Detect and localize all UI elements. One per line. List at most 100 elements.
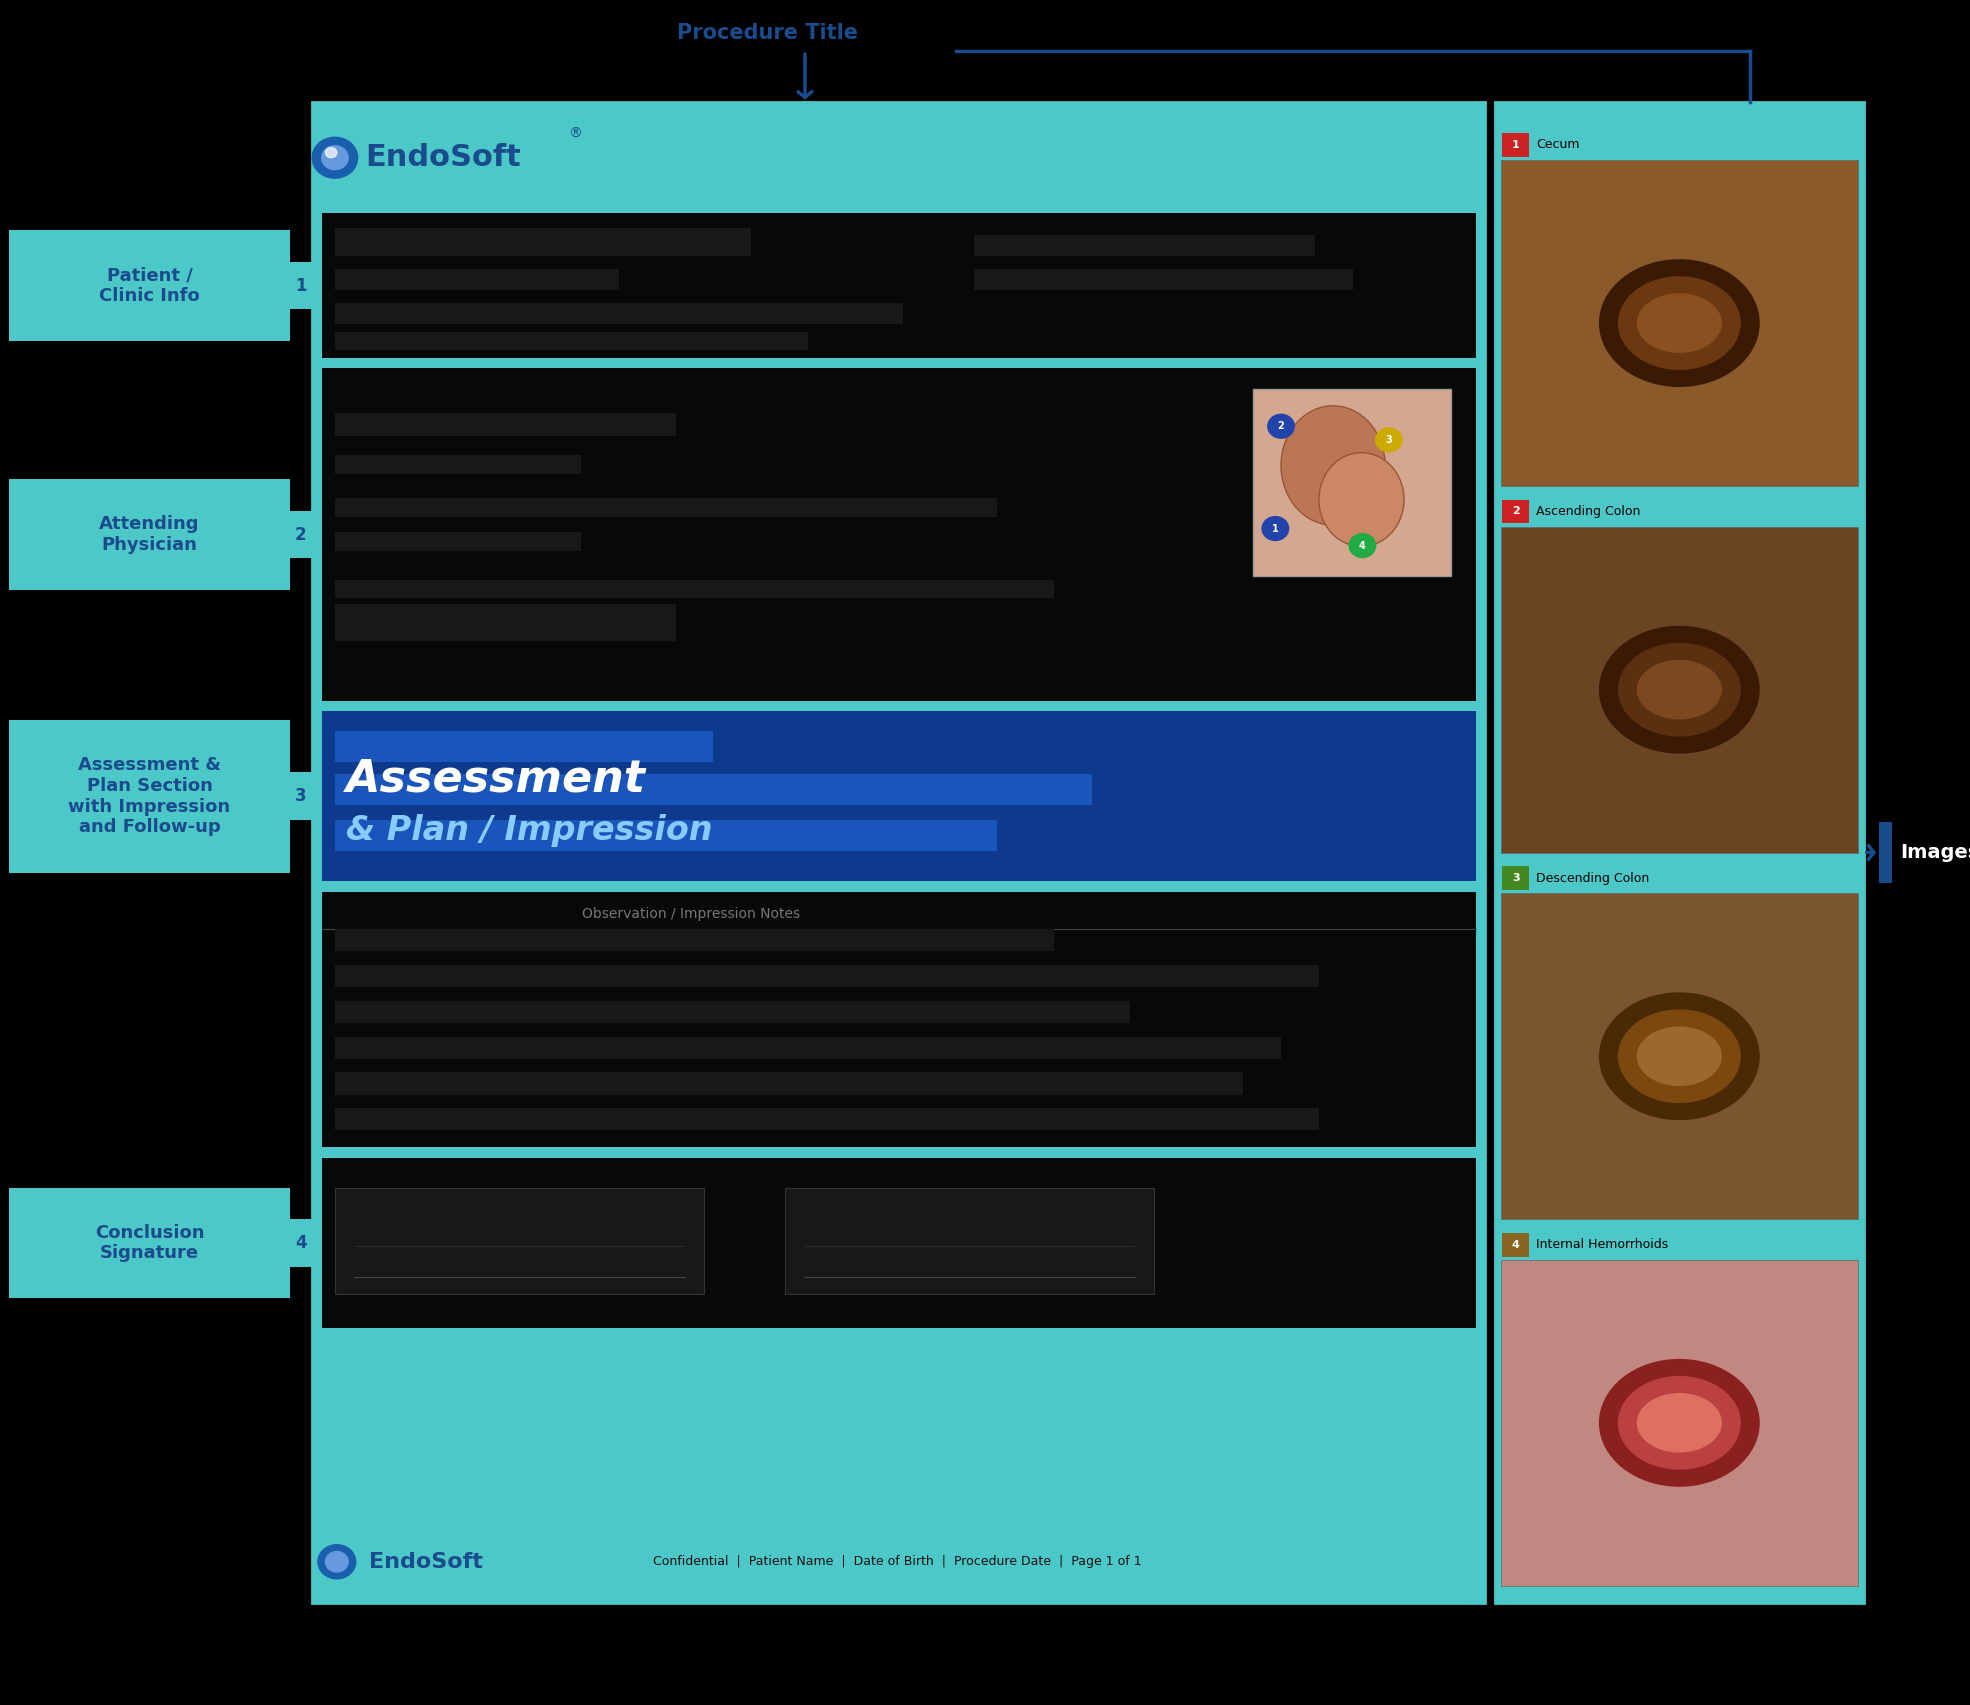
Text: 3: 3 — [1385, 435, 1393, 445]
Text: 2: 2 — [1279, 421, 1284, 431]
Ellipse shape — [1637, 1393, 1722, 1453]
Text: Observation / Impression Notes: Observation / Impression Notes — [581, 907, 800, 921]
Circle shape — [325, 1552, 349, 1572]
FancyBboxPatch shape — [282, 1219, 319, 1267]
FancyBboxPatch shape — [282, 772, 319, 820]
Ellipse shape — [1318, 452, 1405, 546]
FancyBboxPatch shape — [10, 230, 290, 341]
FancyBboxPatch shape — [335, 965, 1318, 987]
FancyBboxPatch shape — [335, 455, 581, 474]
FancyBboxPatch shape — [1501, 527, 1858, 852]
FancyBboxPatch shape — [10, 479, 290, 590]
FancyBboxPatch shape — [1503, 1233, 1529, 1257]
FancyBboxPatch shape — [10, 1187, 290, 1299]
Ellipse shape — [1637, 293, 1722, 353]
Text: EndoSoft: EndoSoft — [368, 1552, 483, 1572]
Text: 4: 4 — [296, 1234, 307, 1251]
FancyBboxPatch shape — [335, 580, 1054, 598]
Text: Assessment &
Plan Section
with Impression
and Follow-up: Assessment & Plan Section with Impressio… — [69, 755, 230, 837]
FancyBboxPatch shape — [1503, 500, 1529, 523]
Text: Conclusion
Signature: Conclusion Signature — [95, 1224, 205, 1262]
FancyBboxPatch shape — [10, 720, 290, 873]
FancyBboxPatch shape — [335, 532, 581, 551]
Text: 3: 3 — [1511, 873, 1519, 883]
Text: Ascending Colon: Ascending Colon — [1537, 505, 1641, 518]
FancyBboxPatch shape — [1501, 893, 1858, 1219]
FancyBboxPatch shape — [335, 604, 676, 641]
Ellipse shape — [1600, 259, 1759, 387]
Text: 1: 1 — [1511, 140, 1519, 150]
Text: & Plan / Impression: & Plan / Impression — [347, 813, 713, 847]
Text: Descending Colon: Descending Colon — [1537, 871, 1649, 885]
FancyBboxPatch shape — [335, 269, 619, 290]
FancyBboxPatch shape — [335, 1072, 1243, 1095]
Circle shape — [317, 1545, 357, 1579]
FancyBboxPatch shape — [311, 102, 1485, 1603]
FancyBboxPatch shape — [1253, 389, 1452, 576]
FancyBboxPatch shape — [335, 228, 751, 256]
Text: Images: Images — [1899, 842, 1970, 863]
FancyBboxPatch shape — [321, 711, 1476, 881]
Circle shape — [325, 148, 337, 159]
FancyBboxPatch shape — [282, 261, 319, 310]
Ellipse shape — [1600, 992, 1759, 1120]
Text: 4: 4 — [1359, 540, 1365, 551]
Text: 1: 1 — [296, 276, 307, 295]
FancyBboxPatch shape — [335, 774, 1091, 805]
Circle shape — [1263, 517, 1288, 540]
Text: Attending
Physician: Attending Physician — [98, 515, 199, 554]
Text: Procedure Title: Procedure Title — [676, 22, 857, 43]
Circle shape — [311, 138, 359, 179]
Text: Assessment: Assessment — [347, 757, 646, 801]
Circle shape — [1269, 414, 1294, 438]
Circle shape — [1349, 534, 1375, 558]
FancyBboxPatch shape — [335, 731, 713, 762]
FancyBboxPatch shape — [1503, 133, 1529, 157]
Ellipse shape — [1637, 1026, 1722, 1086]
Ellipse shape — [1617, 643, 1741, 737]
FancyBboxPatch shape — [1501, 1260, 1858, 1586]
FancyBboxPatch shape — [1503, 866, 1529, 890]
Ellipse shape — [1600, 1359, 1759, 1487]
FancyBboxPatch shape — [1501, 160, 1858, 486]
Ellipse shape — [1280, 406, 1385, 525]
FancyBboxPatch shape — [321, 1158, 1476, 1328]
Ellipse shape — [1637, 660, 1722, 720]
FancyBboxPatch shape — [321, 892, 1476, 1147]
Text: 1: 1 — [1273, 523, 1279, 534]
Circle shape — [321, 147, 349, 171]
Text: 2: 2 — [1511, 506, 1519, 517]
FancyBboxPatch shape — [335, 498, 997, 517]
Text: 4: 4 — [1511, 1240, 1519, 1250]
Text: 2: 2 — [296, 525, 307, 544]
Text: Confidential  |  Patient Name  |  Date of Birth  |  Procedure Date  |  Page 1 of: Confidential | Patient Name | Date of Bi… — [652, 1555, 1141, 1569]
Ellipse shape — [1600, 626, 1759, 754]
FancyBboxPatch shape — [335, 1108, 1318, 1130]
Ellipse shape — [1617, 1009, 1741, 1103]
FancyBboxPatch shape — [335, 1188, 703, 1294]
Ellipse shape — [1617, 276, 1741, 370]
Text: EndoSoft: EndoSoft — [364, 143, 520, 172]
Text: ®: ® — [567, 126, 581, 142]
FancyBboxPatch shape — [335, 1037, 1280, 1059]
FancyBboxPatch shape — [1495, 102, 1864, 1603]
FancyBboxPatch shape — [282, 512, 319, 559]
FancyBboxPatch shape — [321, 368, 1476, 701]
FancyBboxPatch shape — [335, 413, 676, 436]
FancyBboxPatch shape — [335, 1001, 1129, 1023]
FancyBboxPatch shape — [321, 213, 1476, 358]
FancyBboxPatch shape — [311, 1521, 1485, 1603]
FancyBboxPatch shape — [335, 820, 997, 851]
FancyBboxPatch shape — [786, 1188, 1154, 1294]
Text: Internal Hemorrhoids: Internal Hemorrhoids — [1537, 1238, 1669, 1251]
Circle shape — [1375, 428, 1403, 452]
FancyBboxPatch shape — [975, 269, 1353, 290]
Text: Patient /
Clinic Info: Patient / Clinic Info — [98, 266, 199, 305]
Text: Cecum: Cecum — [1537, 138, 1580, 152]
Ellipse shape — [1617, 1376, 1741, 1470]
FancyBboxPatch shape — [335, 929, 1054, 951]
FancyBboxPatch shape — [335, 303, 902, 324]
FancyBboxPatch shape — [975, 235, 1316, 256]
FancyBboxPatch shape — [335, 332, 808, 350]
FancyBboxPatch shape — [1879, 822, 1970, 883]
